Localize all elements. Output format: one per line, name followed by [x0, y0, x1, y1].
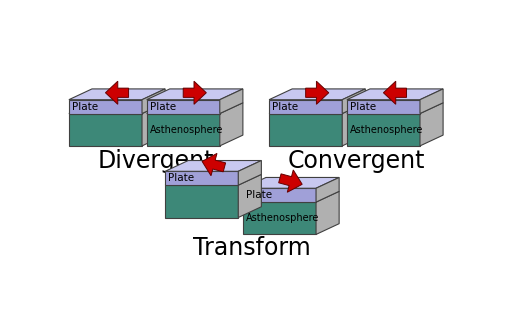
- Polygon shape: [419, 103, 442, 146]
- Polygon shape: [342, 103, 364, 146]
- Polygon shape: [147, 100, 219, 114]
- Polygon shape: [346, 89, 442, 100]
- Text: Plate: Plate: [72, 102, 98, 112]
- Text: Plate: Plate: [272, 102, 298, 112]
- Polygon shape: [269, 100, 342, 114]
- Polygon shape: [305, 81, 328, 104]
- Polygon shape: [316, 178, 338, 202]
- Polygon shape: [69, 114, 142, 146]
- Polygon shape: [147, 89, 242, 100]
- Polygon shape: [147, 114, 219, 146]
- Polygon shape: [316, 191, 338, 234]
- Polygon shape: [105, 81, 128, 104]
- Text: Plate: Plate: [349, 102, 375, 112]
- Text: Divergent: Divergent: [97, 149, 214, 173]
- Polygon shape: [238, 174, 261, 217]
- Polygon shape: [142, 89, 165, 114]
- Polygon shape: [69, 100, 142, 114]
- Text: Plate: Plate: [168, 173, 194, 183]
- Text: Transform: Transform: [193, 236, 310, 260]
- Polygon shape: [242, 191, 338, 202]
- Polygon shape: [202, 153, 225, 176]
- Text: Asthenosphere: Asthenosphere: [150, 125, 222, 135]
- Polygon shape: [242, 178, 338, 188]
- Polygon shape: [342, 89, 364, 114]
- Polygon shape: [278, 170, 302, 192]
- Polygon shape: [219, 103, 242, 146]
- Polygon shape: [183, 81, 206, 104]
- Text: Asthenosphere: Asthenosphere: [245, 213, 319, 223]
- Text: Plate: Plate: [245, 190, 272, 200]
- Polygon shape: [165, 171, 238, 185]
- Polygon shape: [219, 89, 242, 114]
- Polygon shape: [346, 100, 419, 114]
- Polygon shape: [269, 89, 364, 100]
- Polygon shape: [269, 103, 364, 114]
- Text: Convergent: Convergent: [287, 149, 424, 173]
- Polygon shape: [419, 89, 442, 114]
- Text: Plate: Plate: [150, 102, 176, 112]
- Polygon shape: [242, 188, 316, 202]
- Polygon shape: [165, 160, 261, 171]
- Polygon shape: [147, 103, 242, 114]
- Text: Asthenosphere: Asthenosphere: [349, 125, 422, 135]
- Polygon shape: [238, 160, 261, 185]
- Polygon shape: [69, 89, 165, 100]
- Polygon shape: [242, 202, 316, 234]
- Polygon shape: [346, 114, 419, 146]
- Polygon shape: [383, 81, 406, 104]
- Polygon shape: [165, 174, 261, 185]
- Polygon shape: [346, 103, 442, 114]
- Polygon shape: [165, 185, 238, 217]
- Polygon shape: [142, 103, 165, 146]
- Polygon shape: [69, 103, 165, 114]
- Polygon shape: [269, 114, 342, 146]
